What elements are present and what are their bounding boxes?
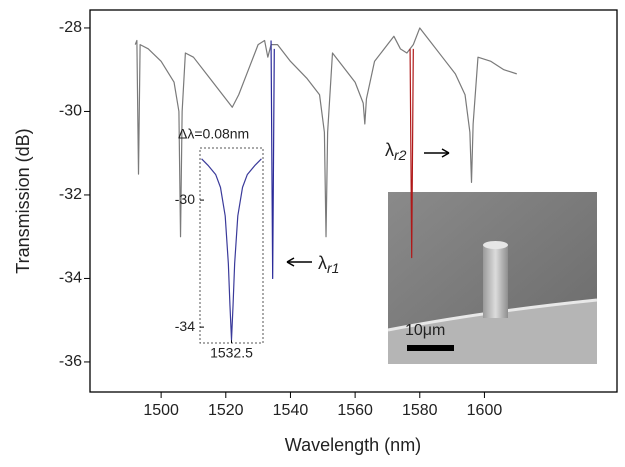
series-line [134, 27, 517, 238]
plot-frame [89, 9, 618, 393]
y-tick-label: -30 [59, 103, 82, 120]
x-tick-label: 1532.5 [210, 345, 253, 361]
x-tick-label: 1600 [467, 402, 503, 419]
svg-text:λr1: λr1 [318, 253, 339, 276]
y-tick-label: -32 [59, 186, 82, 203]
y-tick-label: -28 [59, 19, 82, 36]
series-line [201, 158, 262, 341]
x-tick-label: 1520 [208, 402, 244, 419]
y-axis-title: Transmission (dB) [13, 128, 33, 273]
svg-text:λr2: λr2 [385, 140, 407, 163]
scale-label: 10μm [405, 322, 445, 339]
y-tick-label: -30 [175, 191, 195, 207]
sem-image: 10μm [387, 192, 598, 364]
inset-chart: 1532.5 -34 -30 [175, 147, 264, 361]
series-line [270, 40, 275, 280]
scale-bar [407, 345, 454, 351]
y-tick-label: -34 [175, 318, 195, 334]
annotation-r2: λr2 [385, 140, 450, 163]
plot-frame [199, 147, 264, 344]
inset-annotation: Δλ=0.08nm [178, 126, 249, 142]
annotation-text: λ [318, 253, 327, 273]
annotation-sub: r1 [327, 260, 339, 276]
x-tick-label: 1500 [143, 402, 179, 419]
x-axis-title: Wavelength (nm) [285, 435, 421, 455]
y-tick-label: -34 [59, 270, 82, 287]
annotation-r1: λr1 [286, 253, 339, 276]
annotation-sub: r2 [394, 147, 407, 163]
annotation-text: λ [385, 140, 394, 160]
x-tick-label: 1540 [273, 402, 309, 419]
x-tick-label: 1580 [402, 402, 438, 419]
y-tick-label: -36 [59, 353, 82, 370]
x-tick-label: 1560 [337, 402, 373, 419]
main-chart: 1500 1520 1540 1560 1580 1600 -36 -34 -32 -30 -28 [59, 9, 618, 419]
series-line [409, 48, 414, 259]
